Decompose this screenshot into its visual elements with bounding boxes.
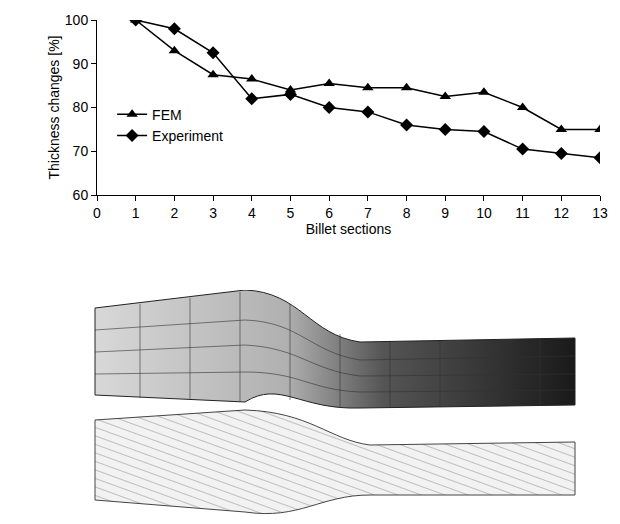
svg-text:100: 100 [65, 12, 89, 28]
svg-text:10: 10 [476, 205, 492, 221]
svg-text:7: 7 [364, 205, 372, 221]
svg-text:80: 80 [73, 99, 89, 115]
svg-text:90: 90 [73, 56, 89, 72]
svg-text:11: 11 [515, 205, 530, 221]
svg-text:60: 60 [73, 187, 89, 203]
svg-text:8: 8 [403, 205, 411, 221]
svg-text:FEM: FEM [152, 107, 182, 123]
svg-text:4: 4 [248, 205, 256, 221]
svg-text:3: 3 [209, 205, 217, 221]
svg-text:Billet sections: Billet sections [306, 221, 392, 237]
svg-text:Thickness changes [%]: Thickness changes [%] [46, 36, 62, 180]
svg-text:2: 2 [170, 205, 178, 221]
svg-text:1: 1 [132, 205, 140, 221]
svg-text:0: 0 [93, 205, 101, 221]
svg-text:13: 13 [592, 205, 608, 221]
svg-text:5: 5 [287, 205, 295, 221]
svg-text:12: 12 [554, 205, 570, 221]
svg-text:6: 6 [325, 205, 333, 221]
svg-text:70: 70 [73, 143, 89, 159]
svg-text:9: 9 [441, 205, 449, 221]
svg-text:Experiment: Experiment [152, 128, 223, 144]
